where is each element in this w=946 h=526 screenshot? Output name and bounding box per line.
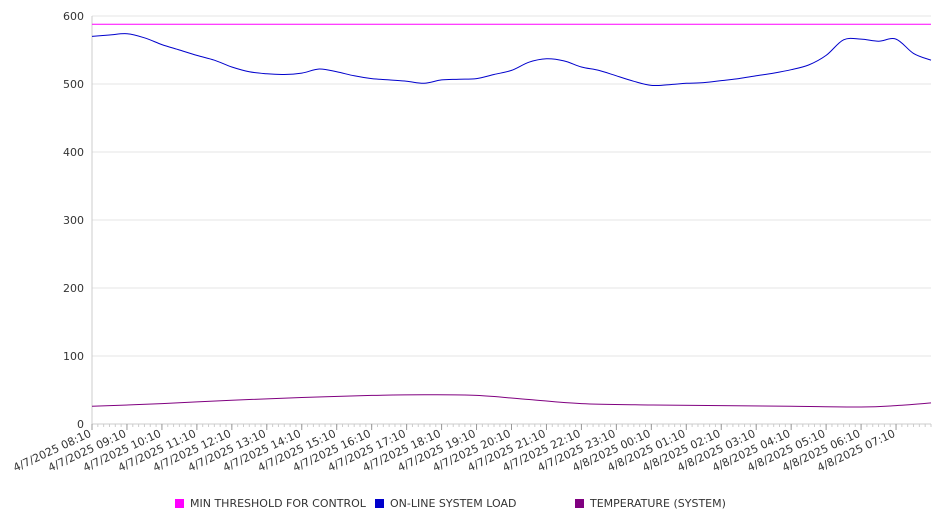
- series-lines: [91, 23, 932, 408]
- legend-label: MIN THRESHOLD FOR CONTROL: [190, 497, 366, 510]
- x-tick-labels: 4/7/2025 08:104/7/2025 09:104/7/2025 10:…: [11, 427, 897, 475]
- legend-label: TEMPERATURE (SYSTEM): [590, 497, 726, 510]
- y-tick-label: 500: [63, 78, 84, 91]
- legend-item: ON-LINE SYSTEM LOAD: [375, 497, 516, 510]
- legend-label: ON-LINE SYSTEM LOAD: [390, 497, 517, 510]
- legend-item: MIN THRESHOLD FOR CONTROL: [175, 497, 366, 510]
- grid-lines: [92, 15, 931, 357]
- y-tick-label: 100: [63, 350, 84, 363]
- legend: MIN THRESHOLD FOR CONTROL ON-LINE SYSTEM …: [0, 497, 946, 515]
- y-tick-label: 400: [63, 146, 84, 159]
- legend-swatch: [575, 499, 584, 508]
- y-tick-label: 600: [63, 10, 84, 23]
- legend-swatch: [175, 499, 184, 508]
- legend-swatch: [375, 499, 384, 508]
- y-tick-labels: 0 100 200 300 400 500 600: [63, 10, 84, 431]
- series-line-1: [91, 33, 932, 87]
- y-tick-label: 200: [63, 282, 84, 295]
- y-tick-label: 0: [77, 418, 84, 431]
- legend-item: TEMPERATURE (SYSTEM): [575, 497, 726, 510]
- y-tick-label: 300: [63, 214, 84, 227]
- axes: [91, 16, 932, 430]
- series-line-2: [91, 394, 932, 408]
